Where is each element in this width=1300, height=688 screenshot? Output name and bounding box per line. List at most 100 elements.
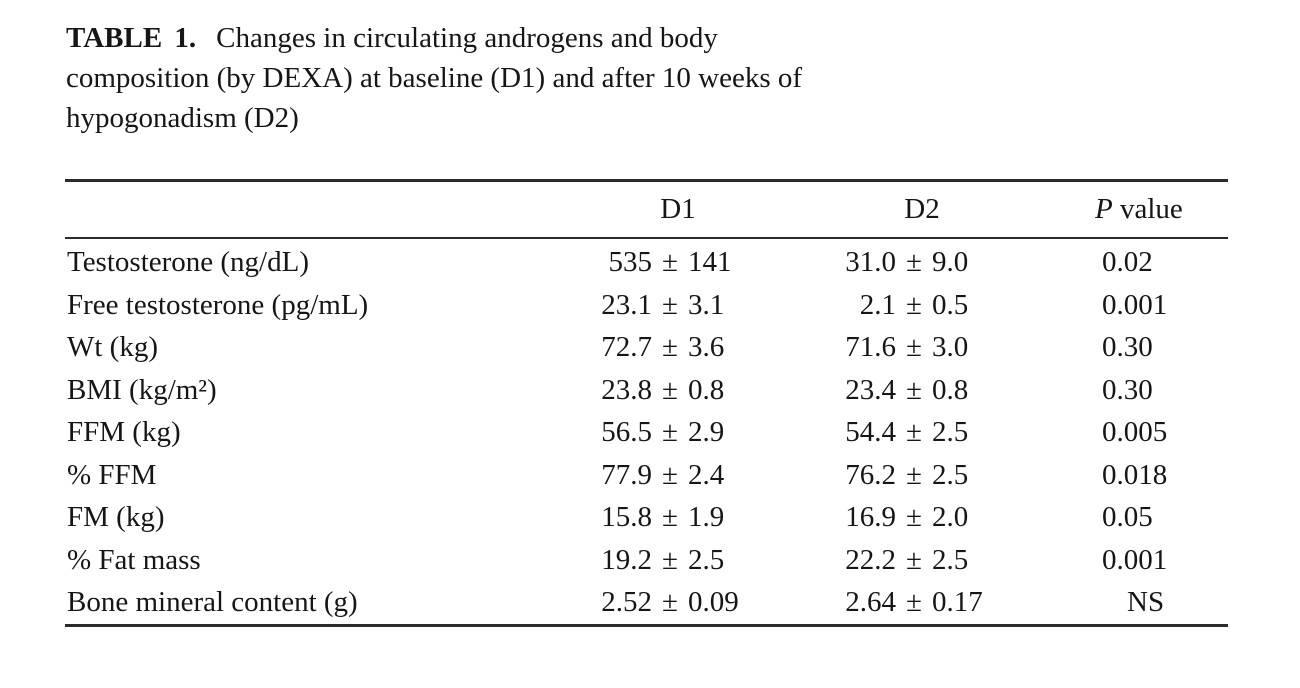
plus-minus-sign: ± bbox=[906, 543, 922, 576]
plus-minus-sign: ± bbox=[662, 586, 678, 618]
plus-minus-sign: ± bbox=[662, 373, 678, 406]
d1-mean: 77.9 bbox=[601, 458, 652, 491]
row-label: FFM (kg) bbox=[67, 416, 181, 448]
d1-mean: 23.1 bbox=[601, 288, 652, 321]
p-value: 0.30 bbox=[1102, 373, 1153, 406]
table-row: Wt (kg) 72.7 ±3.6 71.6 ±3.0 0.30 bbox=[65, 326, 1228, 369]
row-label: BMI (kg/m²) bbox=[67, 373, 217, 406]
table-row: Free testosterone (pg/mL) 23.1 ±3.1 2.1 ±0… bbox=[65, 284, 1228, 327]
d1-sd: 2.9 bbox=[688, 416, 725, 448]
d2-mean: 2.1 bbox=[859, 288, 896, 321]
table-row: FM (kg) 15.8 ±1.9 16.9 ±2.0 0.05 bbox=[65, 496, 1228, 539]
d1-sd: 141 bbox=[688, 246, 732, 278]
data-table: D1 D2 P value Testosterone (ng/dL) 535 ±1… bbox=[65, 179, 1228, 627]
plus-minus-sign: ± bbox=[662, 458, 678, 491]
row-label: Bone mineral content (g) bbox=[67, 586, 358, 618]
plus-minus-sign: ± bbox=[906, 458, 922, 491]
plus-minus-sign: ± bbox=[906, 501, 922, 533]
d1-value: 56.5 ±2.9 bbox=[580, 411, 776, 454]
d2-mean: 31.0 bbox=[845, 246, 896, 278]
table-caption-line-1: TABLE 1. Changes in circulating androgens… bbox=[66, 18, 1141, 58]
d2-value: 23.4 ±0.8 bbox=[776, 369, 1020, 412]
plus-minus-sign: ± bbox=[906, 288, 922, 321]
d1-sd: 2.4 bbox=[688, 458, 725, 491]
plus-minus-sign: ± bbox=[662, 543, 678, 576]
d1-value: 72.7 ±3.6 bbox=[580, 326, 776, 369]
table-row: FFM (kg) 56.5 ±2.9 54.4 ±2.5 0.005 bbox=[65, 411, 1228, 454]
plus-minus-sign: ± bbox=[662, 501, 678, 533]
d2-sd: 2.5 bbox=[932, 458, 969, 491]
d1-mean: 535 bbox=[608, 246, 653, 278]
d1-mean: 72.7 bbox=[601, 331, 652, 363]
d2-mean: 23.4 bbox=[845, 373, 896, 406]
table-bottom-rule bbox=[65, 623, 1228, 627]
row-label: Wt (kg) bbox=[67, 331, 158, 363]
d1-mean: 2.52 bbox=[601, 586, 652, 618]
table-header-row: D1 D2 P value bbox=[65, 182, 1228, 237]
p-value: 0.05 bbox=[1102, 501, 1153, 533]
d2-mean: 76.2 bbox=[845, 458, 896, 491]
d2-sd: 0.5 bbox=[932, 288, 969, 321]
d2-sd: 2.5 bbox=[932, 543, 969, 576]
row-label: % Fat mass bbox=[67, 543, 201, 576]
table-row: % FFM 77.9 ±2.4 76.2 ±2.5 0.018 bbox=[65, 454, 1228, 497]
d2-value: 71.6 ±3.0 bbox=[776, 326, 1020, 369]
plus-minus-sign: ± bbox=[906, 331, 922, 363]
p-value: 0.001 bbox=[1102, 543, 1168, 576]
row-label: Free testosterone (pg/mL) bbox=[67, 288, 369, 321]
d2-sd: 2.0 bbox=[932, 501, 969, 533]
p-value: NS bbox=[1127, 586, 1165, 618]
d2-sd: 0.17 bbox=[932, 586, 983, 618]
d1-value: 23.1 ±3.1 bbox=[580, 284, 776, 327]
d1-sd: 3.1 bbox=[688, 288, 725, 321]
d2-mean: 54.4 bbox=[845, 416, 896, 448]
table-header-rule bbox=[65, 237, 1228, 239]
d1-mean: 23.8 bbox=[601, 373, 652, 406]
d2-sd: 0.8 bbox=[932, 373, 969, 406]
table-caption-text-1: Changes in circulating androgens and bod… bbox=[216, 22, 718, 54]
d1-value: 23.8 ±0.8 bbox=[580, 369, 776, 412]
row-label: FM (kg) bbox=[67, 501, 165, 533]
d2-mean: 2.64 bbox=[845, 586, 896, 618]
d1-mean: 19.2 bbox=[601, 543, 652, 576]
p-symbol: P bbox=[1095, 193, 1113, 225]
row-label: % FFM bbox=[67, 458, 157, 491]
d2-value: 2.1 ±0.5 bbox=[776, 284, 1020, 327]
plus-minus-sign: ± bbox=[662, 288, 678, 321]
d1-sd: 3.6 bbox=[688, 331, 725, 363]
d1-sd: 0.8 bbox=[688, 373, 725, 406]
table-body: Testosterone (ng/dL) 535 ±141 31.0 ±9.0 0.… bbox=[65, 239, 1228, 624]
p-value: 0.30 bbox=[1102, 331, 1153, 363]
p-word: value bbox=[1119, 193, 1183, 225]
column-header-d2: D2 bbox=[904, 193, 940, 225]
table-top-rule bbox=[65, 179, 1228, 182]
plus-minus-sign: ± bbox=[906, 416, 922, 448]
row-label: Testosterone (ng/dL) bbox=[67, 246, 309, 278]
d2-sd: 3.0 bbox=[932, 331, 969, 363]
d2-value: 76.2 ±2.5 bbox=[776, 454, 1020, 497]
table-row: Testosterone (ng/dL) 535 ±141 31.0 ±9.0 0.… bbox=[65, 241, 1228, 284]
d1-mean: 15.8 bbox=[601, 501, 652, 533]
table-caption-line-2: composition (by DEXA) at baseline (D1) a… bbox=[66, 62, 803, 94]
table-row: % Fat mass 19.2 ±2.5 22.2 ±2.5 0.001 bbox=[65, 539, 1228, 582]
p-value: 0.005 bbox=[1102, 416, 1168, 448]
table-caption-line-3: hypogonadism (D2) bbox=[66, 102, 299, 134]
d2-value: 54.4 ±2.5 bbox=[776, 411, 1020, 454]
d2-mean: 16.9 bbox=[845, 501, 896, 533]
d1-sd: 2.5 bbox=[688, 543, 725, 576]
d1-value: 15.8 ±1.9 bbox=[580, 496, 776, 539]
plus-minus-sign: ± bbox=[662, 331, 678, 363]
p-value: 0.001 bbox=[1102, 288, 1168, 321]
table-row: Bone mineral content (g) 2.52 ±0.09 2.64 ±… bbox=[65, 581, 1228, 624]
d1-mean: 56.5 bbox=[601, 416, 652, 448]
table-caption: TABLE 1. Changes in circulating androgens… bbox=[66, 18, 1141, 138]
d2-sd: 9.0 bbox=[932, 246, 969, 278]
d1-value: 535 ±141 bbox=[580, 241, 776, 284]
p-value: 0.02 bbox=[1102, 246, 1153, 278]
d2-value: 31.0 ±9.0 bbox=[776, 241, 1020, 284]
plus-minus-sign: ± bbox=[662, 246, 678, 278]
table-row: BMI (kg/m²) 23.8 ±0.8 23.4 ±0.8 0.30 bbox=[65, 369, 1228, 412]
column-header-p-value: P value bbox=[1020, 193, 1228, 226]
column-header-d1: D1 bbox=[660, 193, 696, 225]
d2-mean: 71.6 bbox=[845, 331, 896, 363]
